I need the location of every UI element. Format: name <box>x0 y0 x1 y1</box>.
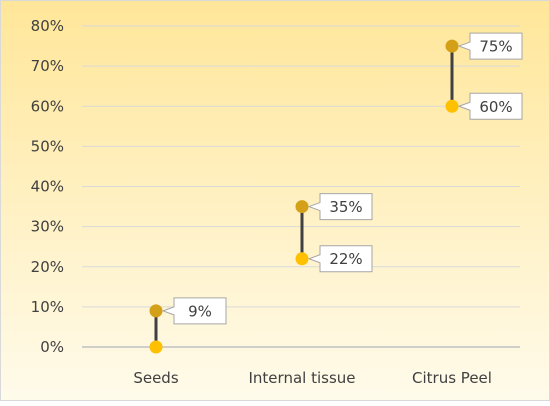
data-label: 22% <box>307 245 373 273</box>
y-tick-label: 60% <box>31 97 64 115</box>
y-tick-label: 50% <box>31 137 64 155</box>
data-label-text: 35% <box>329 198 362 216</box>
data-point-low <box>445 99 459 113</box>
data-point-high <box>445 39 459 53</box>
data-label-text: 60% <box>479 98 512 116</box>
y-tick-label: 80% <box>31 17 64 35</box>
data-point-low <box>149 340 163 354</box>
data-label-text: 9% <box>188 302 212 320</box>
y-tick-label: 70% <box>31 57 64 75</box>
dumbbell-markers <box>149 39 459 354</box>
y-axis-ticks: 0% 10% 20% 30% 40% 50% 60% 70% 80% <box>31 17 64 356</box>
data-labels: 9% 35% 22% 75% 60% <box>161 32 523 325</box>
data-label-text: 75% <box>479 38 512 56</box>
x-category-label: Internal tissue <box>249 369 356 387</box>
y-tick-label: 30% <box>31 218 64 236</box>
data-point-high <box>295 200 309 214</box>
data-label-box <box>161 297 227 325</box>
y-tick-label: 20% <box>31 258 64 276</box>
data-label-box <box>457 32 523 60</box>
x-category-label: Citrus Peel <box>412 369 492 387</box>
y-tick-label: 40% <box>31 178 64 196</box>
data-label: 9% <box>161 297 227 325</box>
data-label: 60% <box>457 92 523 120</box>
data-point-high <box>149 304 163 318</box>
x-axis-categories: Seeds Internal tissue Citrus Peel <box>133 369 492 387</box>
data-label-box <box>307 245 373 273</box>
data-label-box <box>307 193 373 221</box>
x-category-label: Seeds <box>133 369 179 387</box>
data-point-low <box>295 252 309 266</box>
data-label: 75% <box>457 32 523 60</box>
y-tick-label: 0% <box>40 338 64 356</box>
data-label-box <box>457 92 523 120</box>
data-label-text: 22% <box>329 250 362 268</box>
data-label: 35% <box>307 193 373 221</box>
y-tick-label: 10% <box>31 298 64 316</box>
